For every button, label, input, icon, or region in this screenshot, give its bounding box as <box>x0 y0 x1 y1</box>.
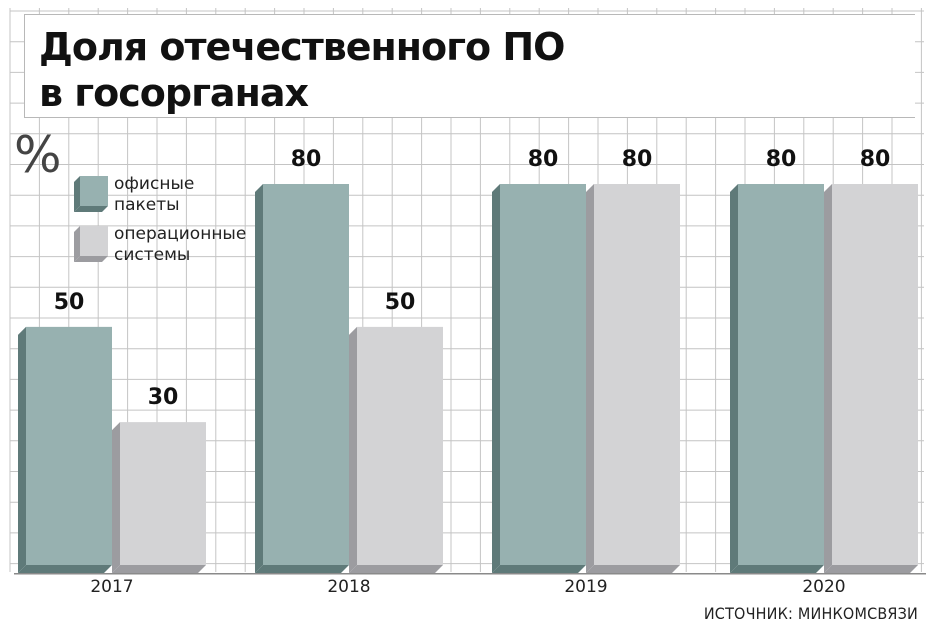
legend-swatch <box>80 176 108 206</box>
bars <box>18 184 918 573</box>
bar <box>263 184 349 565</box>
bar-base <box>730 565 824 573</box>
bar-base <box>586 565 680 573</box>
bar-side <box>730 184 738 573</box>
title-line-1: Доля отечественного ПО <box>39 25 565 69</box>
bar-side <box>824 184 832 573</box>
bar <box>26 326 112 565</box>
x-axis-line <box>14 573 926 575</box>
legend-swatch-base <box>74 206 108 212</box>
legend-label: системы <box>114 245 190 265</box>
bar-side <box>112 422 120 573</box>
legend-swatch <box>80 226 108 256</box>
bar-base <box>824 565 918 573</box>
legend-label: пакеты <box>114 195 180 215</box>
bar-base <box>255 565 349 573</box>
x-tick-label: 2018 <box>327 577 370 597</box>
bar-side <box>18 326 26 573</box>
legend-label: операционные <box>114 224 246 244</box>
x-tick-label: 2019 <box>564 577 607 597</box>
bar-base <box>112 565 206 573</box>
bar-side <box>492 184 500 573</box>
x-axis: 2017 2018 2019 2020 <box>14 573 926 597</box>
unit-label: % <box>14 126 62 184</box>
title-box: Доля отечественного ПО в госорганах <box>24 14 915 118</box>
legend-label: офисные <box>114 174 194 194</box>
bar <box>594 184 680 565</box>
bar <box>120 422 206 565</box>
value-label: 50 <box>54 290 85 315</box>
bar <box>738 184 824 565</box>
value-labels: 50 30 80 50 80 80 80 80 <box>54 147 891 410</box>
value-label: 80 <box>766 147 797 172</box>
bar <box>357 326 443 565</box>
bar <box>500 184 586 565</box>
bar-side <box>586 184 594 573</box>
legend-swatch-side <box>74 176 80 212</box>
value-label: 80 <box>860 147 891 172</box>
bar-side <box>255 184 263 573</box>
value-label: 50 <box>385 290 416 315</box>
title-line-2: в госорганах <box>39 71 309 115</box>
bar-side <box>349 326 357 573</box>
bar-base <box>18 565 112 573</box>
bar <box>832 184 918 565</box>
bar-base <box>492 565 586 573</box>
legend-swatch-base <box>74 256 108 262</box>
value-label: 80 <box>622 147 653 172</box>
value-label: 80 <box>528 147 559 172</box>
value-label: 30 <box>148 385 179 410</box>
source-label: ИСТОЧНИК: МИНКОМСВЯЗИ <box>703 604 918 623</box>
legend-swatch-side <box>74 226 80 262</box>
value-label: 80 <box>291 147 322 172</box>
x-tick-label: 2020 <box>802 577 845 597</box>
bar-base <box>349 565 443 573</box>
x-tick-label: 2017 <box>90 577 133 597</box>
